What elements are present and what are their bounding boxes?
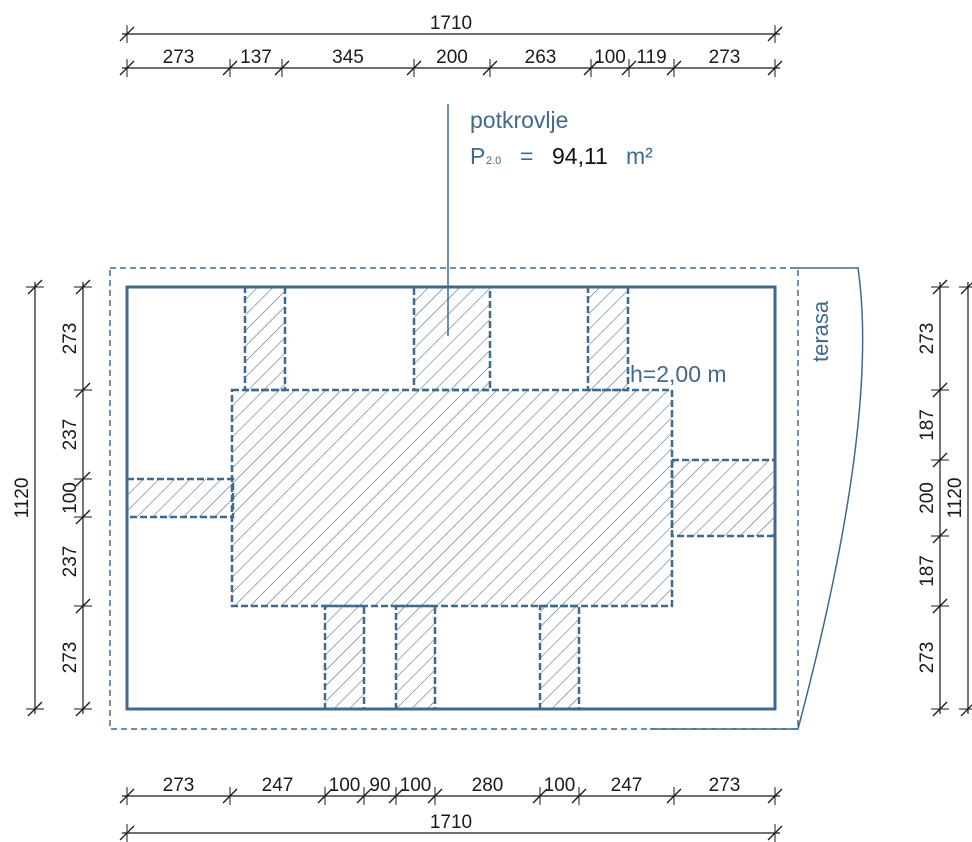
hatched-zone-bottom-3 xyxy=(538,604,581,711)
dim-left-segments-label: 273 xyxy=(60,642,81,674)
dim-bottom-segments-label: 100 xyxy=(329,775,361,796)
dim-right-segments-label: 187 xyxy=(917,409,938,441)
dim-left-segments-label: 237 xyxy=(60,419,81,451)
terrace-outline xyxy=(650,267,864,730)
dim-right-total-label: 1120 xyxy=(945,478,966,519)
dim-top-segments-label: 119 xyxy=(636,47,666,68)
floor-name-label: potkrovlje xyxy=(470,107,568,133)
dim-left-total-label: 1120 xyxy=(12,478,33,519)
dim-top-segments-label: 345 xyxy=(332,47,364,68)
hatched-zone-central xyxy=(230,388,674,608)
hatched-zone-top-2 xyxy=(412,285,492,392)
dim-top-total-label: 1710 xyxy=(430,13,472,34)
dim-bottom-total-label: 1710 xyxy=(430,812,472,833)
dim-top-segments-label: 200 xyxy=(436,47,468,68)
dim-top-segments-label: 263 xyxy=(525,47,557,68)
dim-top-segments-label: 273 xyxy=(709,47,741,68)
dim-top-segments-label: 137 xyxy=(240,47,272,68)
dim-top-segments-label: 273 xyxy=(163,47,195,68)
dim-bottom-segments-label: 90 xyxy=(369,775,390,796)
dim-left-segments-label: 237 xyxy=(60,546,81,578)
dim-bottom-segments-label: 280 xyxy=(472,775,504,796)
dim-right-segments-label: 200 xyxy=(917,482,938,514)
dim-left-segments-label: 100 xyxy=(60,482,81,514)
dim-top-segments-label: 100 xyxy=(594,47,626,68)
hatched-zone-left xyxy=(125,477,235,519)
dim-bottom-segments-label: 100 xyxy=(544,775,576,796)
dim-bottom-segments-label: 247 xyxy=(262,775,294,796)
dim-right-segments-label: 273 xyxy=(917,323,938,355)
hatched-zone-top-3 xyxy=(586,285,630,392)
terrace-label: terasa xyxy=(808,300,833,362)
dim-bottom-segments-label: 100 xyxy=(400,775,432,796)
area-symbol: P xyxy=(470,143,485,169)
dim-right-segments-label: 187 xyxy=(917,555,938,587)
outer-contour xyxy=(109,267,799,730)
height-note: h=2,00 m xyxy=(630,361,727,387)
hatched-zone-bottom-2 xyxy=(394,604,437,711)
dim-left-segments-label: 273 xyxy=(60,323,81,355)
hatched-zone-right xyxy=(670,458,777,538)
dimension-chains: 1710 273 137 345 200 263 100 119 273 273 247 100 90 1… xyxy=(12,13,972,842)
area-value: 94,11 xyxy=(552,143,608,169)
low-height-zones xyxy=(125,285,777,711)
area-subscript: 2.0 xyxy=(486,155,501,167)
area-equals: = xyxy=(520,143,533,169)
building-outline xyxy=(125,285,777,711)
hatched-zone-bottom-1 xyxy=(323,604,366,711)
dim-bottom-segments-label: 273 xyxy=(709,775,741,796)
area-unit: m² xyxy=(626,143,653,169)
hatched-zone-top-1 xyxy=(243,285,287,392)
dim-bottom-segments-label: 273 xyxy=(163,775,195,796)
dim-bottom-segments-label: 247 xyxy=(611,775,643,796)
dim-right-segments-label: 273 xyxy=(917,642,938,674)
